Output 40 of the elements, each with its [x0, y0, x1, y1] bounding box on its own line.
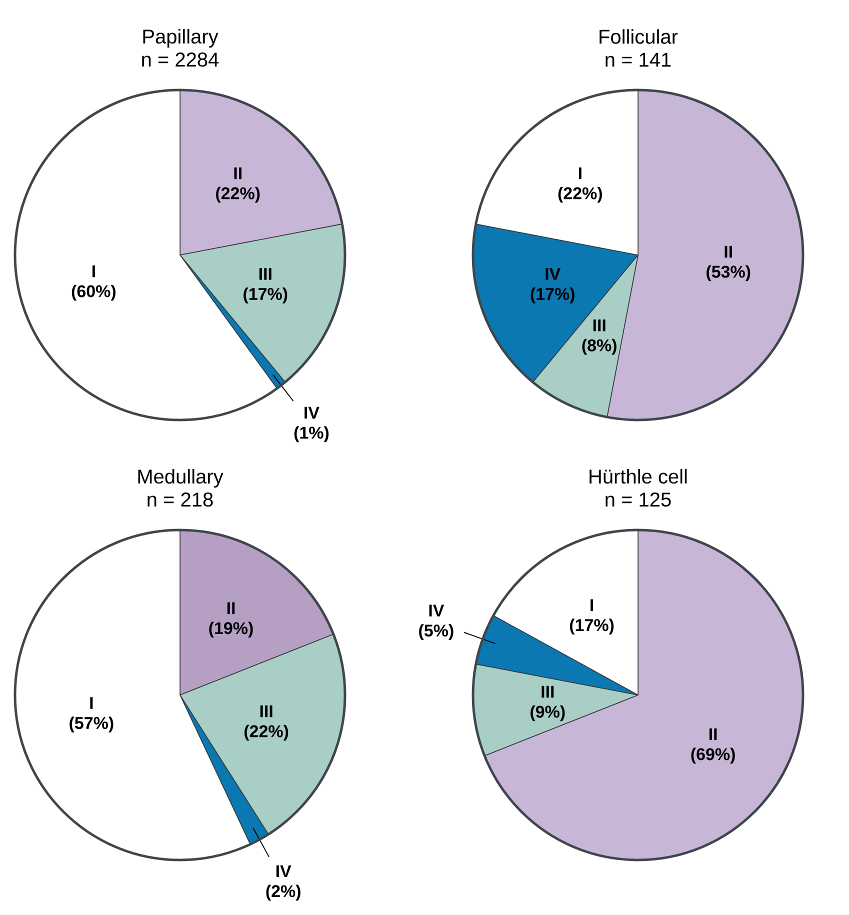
slice-label: IV — [546, 268, 561, 280]
data-label: (9%) — [530, 705, 565, 722]
slice-label: II — [709, 728, 717, 740]
data-label: (60%) — [72, 284, 116, 301]
chart-title: Papillary — [143, 28, 218, 48]
data-label: (17%) — [244, 288, 288, 304]
data-label: (53%) — [706, 265, 750, 282]
slice-label: III — [260, 705, 272, 718]
slice-label: III — [542, 686, 554, 698]
slice-label: I — [590, 599, 594, 611]
data-label: (17%) — [570, 618, 614, 634]
data-label: (5%) — [419, 624, 454, 640]
data-label: (2%) — [266, 884, 300, 901]
data-label: (8%) — [582, 338, 616, 355]
chart-title: Follicular — [600, 29, 678, 44]
slice-label: IV — [276, 865, 292, 878]
data-label: (57%) — [70, 716, 114, 732]
chart-subtitle: n = 2284 — [142, 52, 219, 67]
slice-label: II — [724, 246, 732, 258]
data-label: (22%) — [244, 724, 288, 741]
data-label: (22%) — [558, 186, 602, 203]
chart-title: Hürthle cell — [590, 468, 687, 484]
slice-label: II — [227, 602, 235, 614]
slice-label: IV — [304, 406, 320, 419]
data-label: (1%) — [294, 426, 329, 442]
slice-label: I — [90, 697, 93, 709]
slice-label: I — [578, 167, 582, 180]
slice-label: III — [593, 319, 606, 332]
chart-subtitle: n = 125 — [606, 492, 671, 507]
data-label: (19%) — [209, 622, 253, 638]
chart-subtitle: n = 141 — [606, 52, 671, 67]
slice-label: II — [234, 167, 242, 180]
data-label: (69%) — [691, 748, 735, 764]
data-label: (22%) — [216, 186, 260, 203]
slice-label: I — [92, 265, 95, 278]
slice-label: IV — [429, 604, 444, 616]
data-label: (17%) — [530, 288, 574, 304]
chart-subtitle: n = 218 — [148, 492, 213, 507]
chart-title: Medullary — [138, 468, 224, 488]
slice-label: III — [259, 268, 272, 280]
